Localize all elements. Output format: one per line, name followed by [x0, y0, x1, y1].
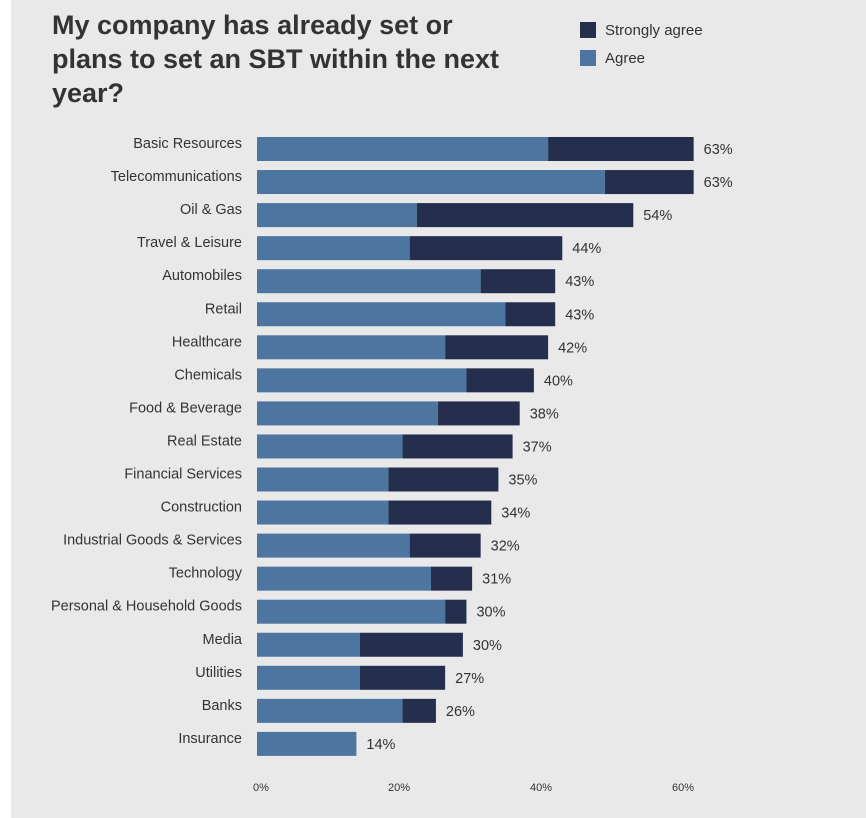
bar-strongly-agree-oil-and-gas [416, 203, 634, 228]
chart-title: My company has already set or plans to s… [52, 10, 500, 108]
total-label-travel-and-leisure: 44% [572, 241, 601, 257]
total-label-technology: 31% [482, 572, 511, 588]
category-label-healthcare: Healthcare [172, 334, 242, 350]
category-label-chemicals: Chemicals [174, 367, 242, 383]
bar-agree-insurance [257, 731, 357, 756]
bar-agree-utilities [257, 665, 360, 690]
bar-agree-telecommunications [257, 170, 605, 195]
total-label-chemicals: 40% [544, 373, 573, 389]
bar-agree-technology [257, 566, 431, 591]
category-label-industrial-goods-and-services: Industrial Goods & Services [63, 533, 242, 549]
total-label-oil-and-gas: 54% [643, 208, 672, 224]
bar-agree-food-and-beverage [257, 401, 439, 426]
legend-swatch-strongly-agree [580, 22, 596, 38]
bar-agree-automobiles [257, 269, 481, 294]
total-label-construction: 34% [501, 506, 530, 522]
total-label-financial-services: 35% [508, 473, 537, 489]
category-label-insurance: Insurance [178, 731, 242, 747]
total-label-media: 30% [473, 638, 502, 654]
category-label-real-estate: Real Estate [167, 433, 242, 449]
x-tick-label-60: 60% [672, 782, 694, 794]
category-label-technology: Technology [169, 566, 243, 582]
total-label-personal-and-household-goods: 30% [476, 605, 505, 621]
bar-agree-travel-and-leisure [257, 236, 410, 261]
total-label-utilities: 27% [455, 671, 484, 687]
bar-agree-real-estate [257, 434, 403, 459]
bar-agree-personal-and-household-goods [257, 599, 446, 624]
total-label-telecommunications: 63% [704, 175, 733, 191]
bar-agree-chemicals [257, 368, 467, 393]
total-label-food-and-beverage: 38% [530, 406, 559, 422]
bar-strongly-agree-chemicals [466, 368, 534, 393]
bar-strongly-agree-automobiles [480, 269, 556, 294]
total-label-insurance: 14% [366, 737, 395, 753]
total-label-retail: 43% [565, 307, 594, 323]
bar-agree-financial-services [257, 467, 389, 492]
bar-strongly-agree-construction [388, 500, 492, 525]
total-label-basic-resources: 63% [704, 142, 733, 158]
bar-strongly-agree-real-estate [402, 434, 513, 459]
legend-item-strongly-agree: Strongly agree [580, 16, 703, 44]
category-label-personal-and-household-goods: Personal & Household Goods [51, 599, 242, 615]
legend-swatch-agree [580, 50, 596, 66]
bar-agree-basic-resources [257, 137, 549, 161]
bar-agree-banks [257, 698, 403, 723]
x-tick-label-40: 40% [530, 782, 552, 794]
legend: Strongly agree Agree [580, 16, 703, 72]
bar-strongly-agree-financial-services [388, 467, 499, 492]
bar-agree-media [257, 632, 360, 657]
bar-strongly-agree-technology [430, 566, 473, 591]
x-tick-label-20: 20% [388, 782, 410, 794]
category-label-retail: Retail [205, 301, 242, 317]
bar-agree-construction [257, 500, 389, 525]
category-label-food-and-beverage: Food & Beverage [129, 400, 242, 416]
bar-agree-retail [257, 302, 506, 327]
legend-label-agree: Agree [605, 49, 646, 67]
category-label-travel-and-leisure: Travel & Leisure [137, 235, 242, 251]
bar-strongly-agree-media [359, 632, 463, 657]
bar-strongly-agree-banks [402, 698, 436, 723]
total-label-real-estate: 37% [523, 439, 552, 455]
bar-strongly-agree-travel-and-leisure [409, 236, 563, 261]
category-label-banks: Banks [202, 698, 242, 714]
category-label-oil-and-gas: Oil & Gas [180, 202, 242, 218]
bar-strongly-agree-healthcare [445, 335, 549, 360]
bar-strongly-agree-industrial-goods-and-services [409, 533, 481, 558]
category-label-basic-resources: Basic Resources [133, 136, 242, 152]
bar-agree-healthcare [257, 335, 446, 360]
bar-strongly-agree-telecommunications [604, 170, 694, 195]
bar-agree-industrial-goods-and-services [257, 533, 410, 558]
legend-item-agree: Agree [580, 44, 703, 72]
total-label-banks: 26% [446, 704, 475, 720]
x-tick-label-0: 0% [253, 782, 269, 794]
category-label-financial-services: Financial Services [124, 467, 242, 483]
category-label-telecommunications: Telecommunications [111, 169, 242, 185]
total-label-industrial-goods-and-services: 32% [491, 539, 520, 555]
legend-label-strongly-agree: Strongly agree [605, 21, 703, 39]
bar-strongly-agree-retail [505, 302, 556, 327]
category-label-media: Media [203, 632, 243, 648]
category-label-utilities: Utilities [195, 665, 242, 681]
bar-agree-oil-and-gas [257, 203, 417, 228]
category-label-construction: Construction [161, 500, 242, 516]
bar-strongly-agree-utilities [359, 665, 446, 690]
total-label-healthcare: 42% [558, 340, 587, 356]
category-label-automobiles: Automobiles [162, 268, 242, 284]
bar-strongly-agree-food-and-beverage [438, 401, 520, 426]
bar-strongly-agree-personal-and-household-goods [445, 599, 467, 624]
bar-strongly-agree-basic-resources [548, 137, 694, 161]
total-label-automobiles: 43% [565, 274, 594, 290]
